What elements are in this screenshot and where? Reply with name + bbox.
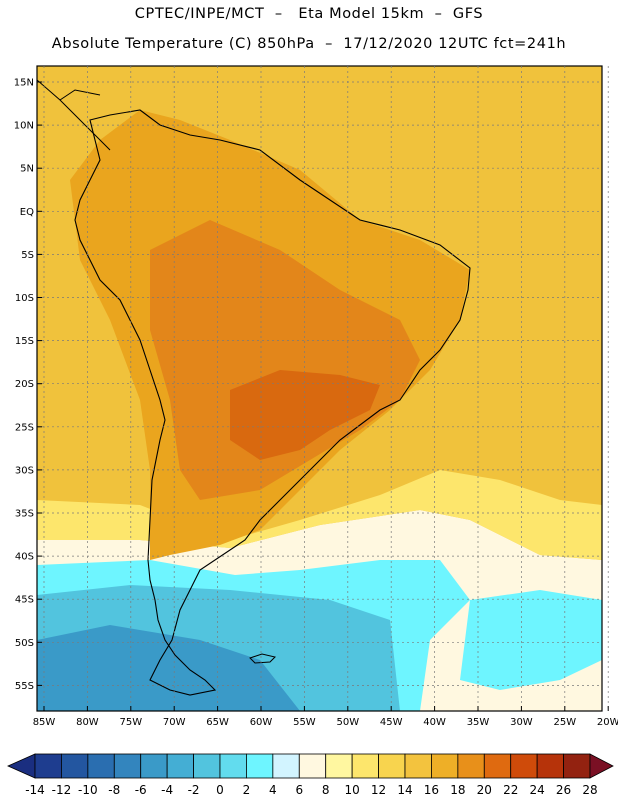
latitude-axis: 15N 10N 5N EQ 5S 10S 15S 20S 25S 30S 35S 40S 45S 50S 5… [14, 78, 42, 692]
colorbar-swatch [87, 753, 115, 779]
colorbar-over-arrow [589, 753, 614, 779]
longitude-label: 40W [423, 717, 446, 728]
colorbar-label: 0 [216, 783, 224, 797]
colorbar-label: -6 [135, 783, 147, 797]
map-frame [36, 65, 603, 712]
colorbar-label: 26 [556, 783, 571, 797]
coastline [37, 79, 471, 696]
latitude-label: 45S [15, 595, 34, 606]
colorbar-swatch [536, 753, 564, 779]
colorbar-label: -10 [78, 783, 98, 797]
temperature-field [37, 66, 602, 711]
colorbar-swatch [61, 753, 89, 779]
latitude-label: 25S [15, 422, 34, 433]
longitude-label: 20W [597, 717, 618, 728]
colorbar-swatch [34, 753, 62, 779]
colorbar-label: 28 [582, 783, 597, 797]
colorbar-label: 8 [322, 783, 330, 797]
latitude-label: 10N [14, 121, 34, 132]
colorbar-swatch [140, 753, 168, 779]
longitude-label: 30W [510, 717, 533, 728]
colorbar-label: 18 [450, 783, 465, 797]
latitude-label: 5S [21, 250, 34, 261]
colorbar-swatch [510, 753, 538, 779]
colorbar-label: 22 [503, 783, 518, 797]
longitude-label: 50W [336, 717, 359, 728]
colorbar-swatch [563, 753, 591, 779]
colorbar-under-arrow [7, 753, 36, 779]
latitude-label: 5N [20, 164, 34, 175]
coldest-band-region [37, 625, 300, 711]
colorbar-swatch [113, 753, 142, 779]
longitude-label: 35W [467, 717, 490, 728]
colorbar-label: -14 [25, 783, 45, 797]
longitude-label: 65W [206, 717, 229, 728]
longitude-label: 45W [380, 717, 403, 728]
colorbar-label: 6 [295, 783, 303, 797]
colorbar-label: -12 [52, 783, 72, 797]
colorbar-swatch [166, 753, 194, 779]
graticule [37, 66, 609, 711]
colorbar-label: -2 [188, 783, 200, 797]
colorbar-swatch [404, 753, 432, 779]
longitude-label: 85W [33, 717, 56, 728]
colorbar-swatch [325, 753, 353, 779]
latitude-label: 10S [15, 293, 34, 304]
colorbar-swatch [298, 753, 327, 779]
latitude-label: 20S [15, 379, 34, 390]
colorbar-swatch [219, 753, 247, 779]
longitude-label: 75W [119, 717, 142, 728]
colorbar-label: 20 [477, 783, 492, 797]
latitude-label: 40S [15, 552, 34, 563]
longitude-label: 60W [250, 717, 273, 728]
colorbar-label: 12 [371, 783, 386, 797]
longitude-label: 80W [76, 717, 99, 728]
longitude-label: 25W [553, 717, 576, 728]
colorbar-label: 10 [345, 783, 360, 797]
colorbar-swatch [431, 753, 459, 779]
colorbar-label: -8 [108, 783, 120, 797]
southeast-cold-region [460, 590, 602, 690]
longitude-axis: 85W 80W 75W 70W 65W 60W 55W 50W 45W 40W 35W 30W 25W 2… [33, 706, 618, 728]
colorbar-swatch [246, 753, 274, 779]
latitude-label: 55S [15, 681, 34, 692]
map-title-line2: Absolute Temperature (C) 850hPa – 17/12/… [51, 36, 567, 52]
map-title-line1: CPTEC/INPE/MCT – Eta Model 15km – GFS [134, 6, 484, 22]
colorbar-label: 14 [397, 783, 412, 797]
colorbar-swatch [483, 753, 512, 779]
coastline-path [74, 109, 471, 696]
longitude-label: 70W [163, 717, 186, 728]
latitude-label: 15N [14, 78, 34, 89]
central-america-coast [37, 79, 111, 151]
colorbar-label: -4 [161, 783, 173, 797]
colorbar-swatch [457, 753, 485, 779]
colorbar-swatch [351, 753, 379, 779]
colorbar-label: 2 [243, 783, 251, 797]
latitude-label: 35S [15, 509, 34, 520]
land-hottest-region [230, 370, 380, 460]
longitude-label: 55W [293, 717, 316, 728]
colorbar: -14 -12 -10 -8 -6 -4 -2 0 2 4 6 8 10 12 14 16 18 20 22 24 26… [7, 753, 614, 797]
colorbar-swatch [272, 753, 300, 779]
colorbar-label: 24 [530, 783, 545, 797]
latitude-label: EQ [20, 207, 34, 218]
latitude-label: 50S [15, 638, 34, 649]
colorbar-swatch [378, 753, 406, 779]
falkland-islands [249, 653, 276, 664]
latitude-label: 15S [15, 336, 34, 347]
colorbar-label: 4 [269, 783, 277, 797]
latitude-label: 30S [15, 465, 34, 476]
colorbar-swatch [193, 753, 221, 779]
colorbar-label: 16 [424, 783, 439, 797]
